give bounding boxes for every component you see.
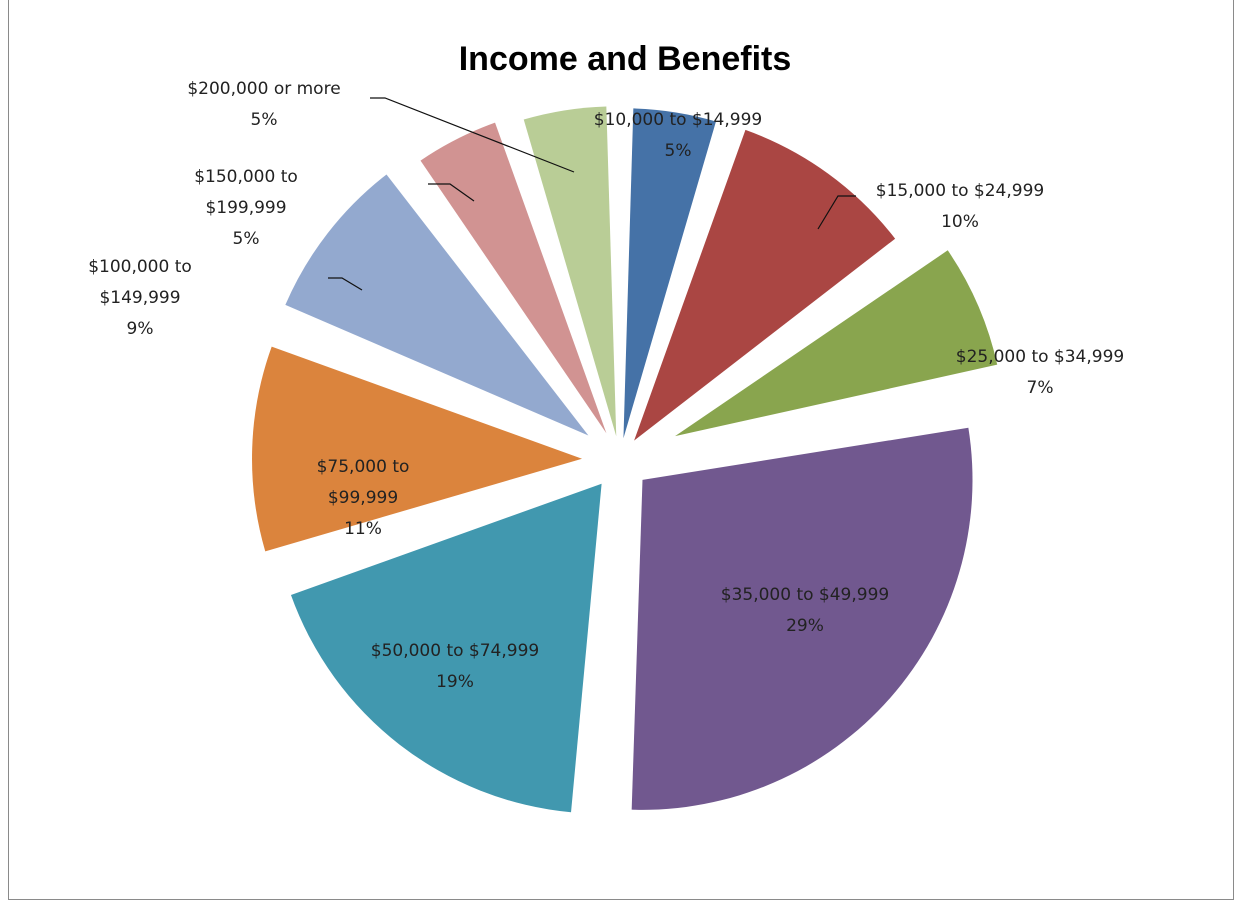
pie-slice-9 xyxy=(523,106,617,437)
slice-label-8: $150,000 to $199,999 5% xyxy=(194,167,298,249)
slice-label-9: $200,000 or more 5% xyxy=(187,79,340,130)
pie-slice-4 xyxy=(631,427,973,810)
slice-label-3: $25,000 to $34,999 7% xyxy=(956,347,1124,398)
slice-label-7: $100,000 to $149,999 9% xyxy=(88,257,192,339)
pie-slices xyxy=(252,106,998,813)
leader-line-8 xyxy=(428,183,475,202)
leader-line-2 xyxy=(817,195,856,230)
chart-title: Income and Benefits xyxy=(459,40,792,78)
pie-slice-5 xyxy=(290,483,602,813)
slice-label-1: $10,000 to $14,999 5% xyxy=(594,110,762,161)
pie-slice-1 xyxy=(623,108,716,439)
slice-label-2: $15,000 to $24,999 10% xyxy=(876,181,1044,232)
leader-line-9 xyxy=(370,97,575,173)
leader-lines xyxy=(328,97,856,291)
pie-slice-8 xyxy=(420,122,607,434)
leader-line-7 xyxy=(328,277,363,291)
slice-label-5: $50,000 to $74,999 19% xyxy=(371,641,539,692)
pie-slice-2 xyxy=(634,129,896,441)
slice-labels: $10,000 to $14,999 5% $15,000 to $24,999 10… xyxy=(88,79,1124,692)
slice-label-6: $75,000 to $99,999 11% xyxy=(317,457,410,539)
chart-frame xyxy=(8,0,1234,900)
slice-label-4: $35,000 to $49,999 29% xyxy=(721,585,889,636)
pie-slice-7 xyxy=(285,174,589,436)
pie-slice-6 xyxy=(252,346,583,552)
pie-slice-3 xyxy=(675,250,998,437)
